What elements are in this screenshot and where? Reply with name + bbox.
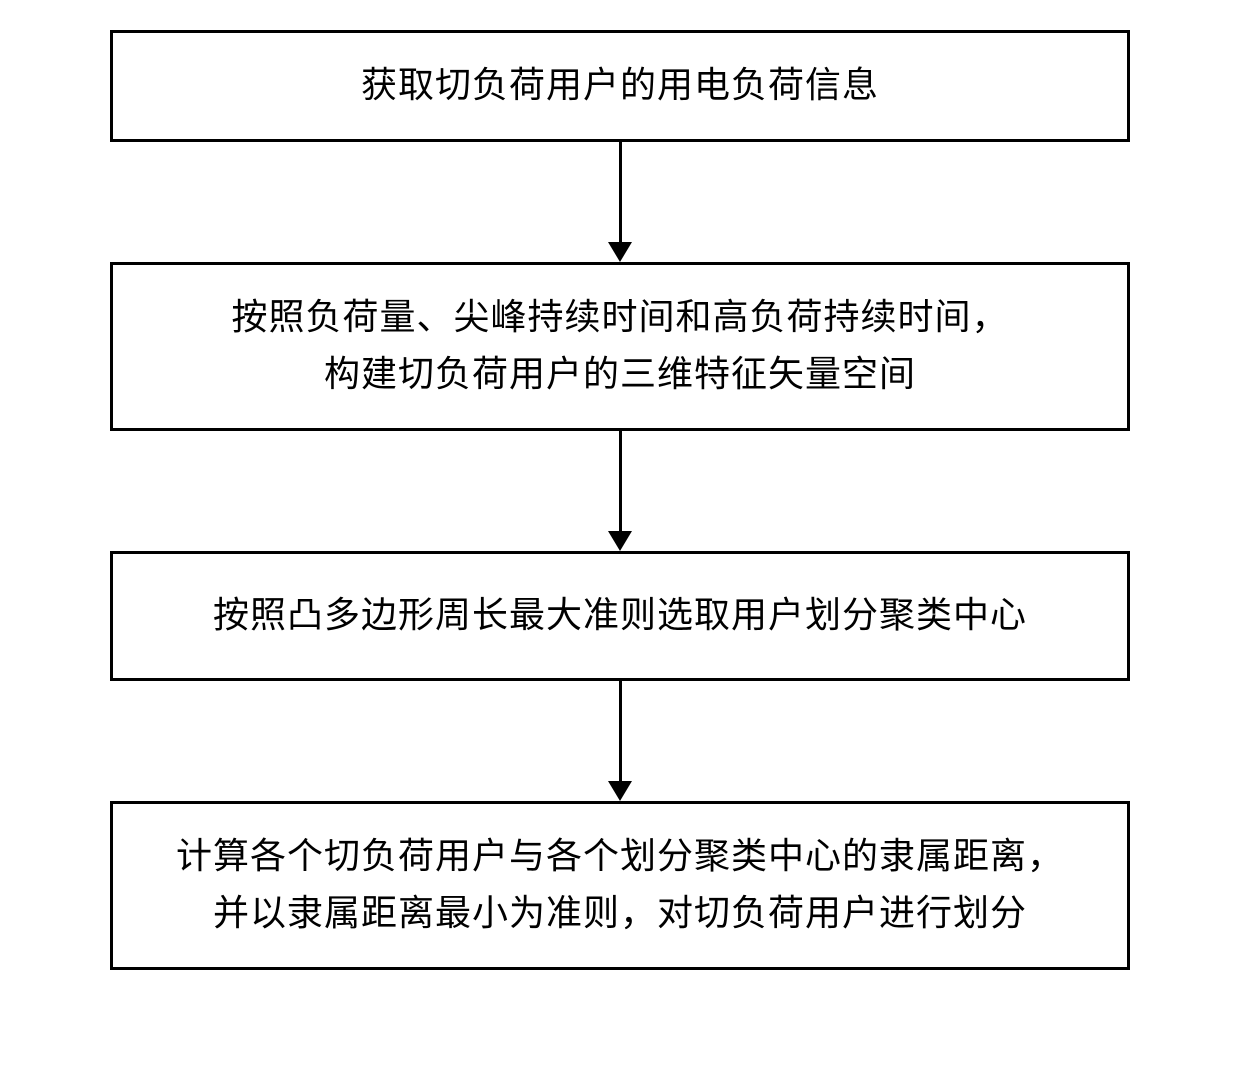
step-text: 构建切负荷用户的三维特征矢量空间 [324,346,916,404]
step-text: 按照负荷量、尖峰持续时间和高负荷持续时间， [231,289,1008,347]
flowchart-container: 获取切负荷用户的用电负荷信息 按照负荷量、尖峰持续时间和高负荷持续时间， 构建切… [110,30,1130,970]
flowchart-step-4: 计算各个切负荷用户与各个划分聚类中心的隶属距离， 并以隶属距离最小为准则，对切负… [110,801,1130,970]
step-text: 按照凸多边形周长最大准则选取用户划分聚类中心 [213,587,1027,645]
flowchart-step-1: 获取切负荷用户的用电负荷信息 [110,30,1130,142]
flowchart-step-2: 按照负荷量、尖峰持续时间和高负荷持续时间， 构建切负荷用户的三维特征矢量空间 [110,262,1130,431]
step-text: 并以隶属距离最小为准则，对切负荷用户进行划分 [213,885,1027,943]
arrow-icon [608,431,632,551]
flowchart-step-3: 按照凸多边形周长最大准则选取用户划分聚类中心 [110,551,1130,681]
step-text: 获取切负荷用户的用电负荷信息 [361,57,879,115]
step-text: 计算各个切负荷用户与各个划分聚类中心的隶属距离， [176,828,1064,886]
arrow-icon [608,142,632,262]
arrow-icon [608,681,632,801]
